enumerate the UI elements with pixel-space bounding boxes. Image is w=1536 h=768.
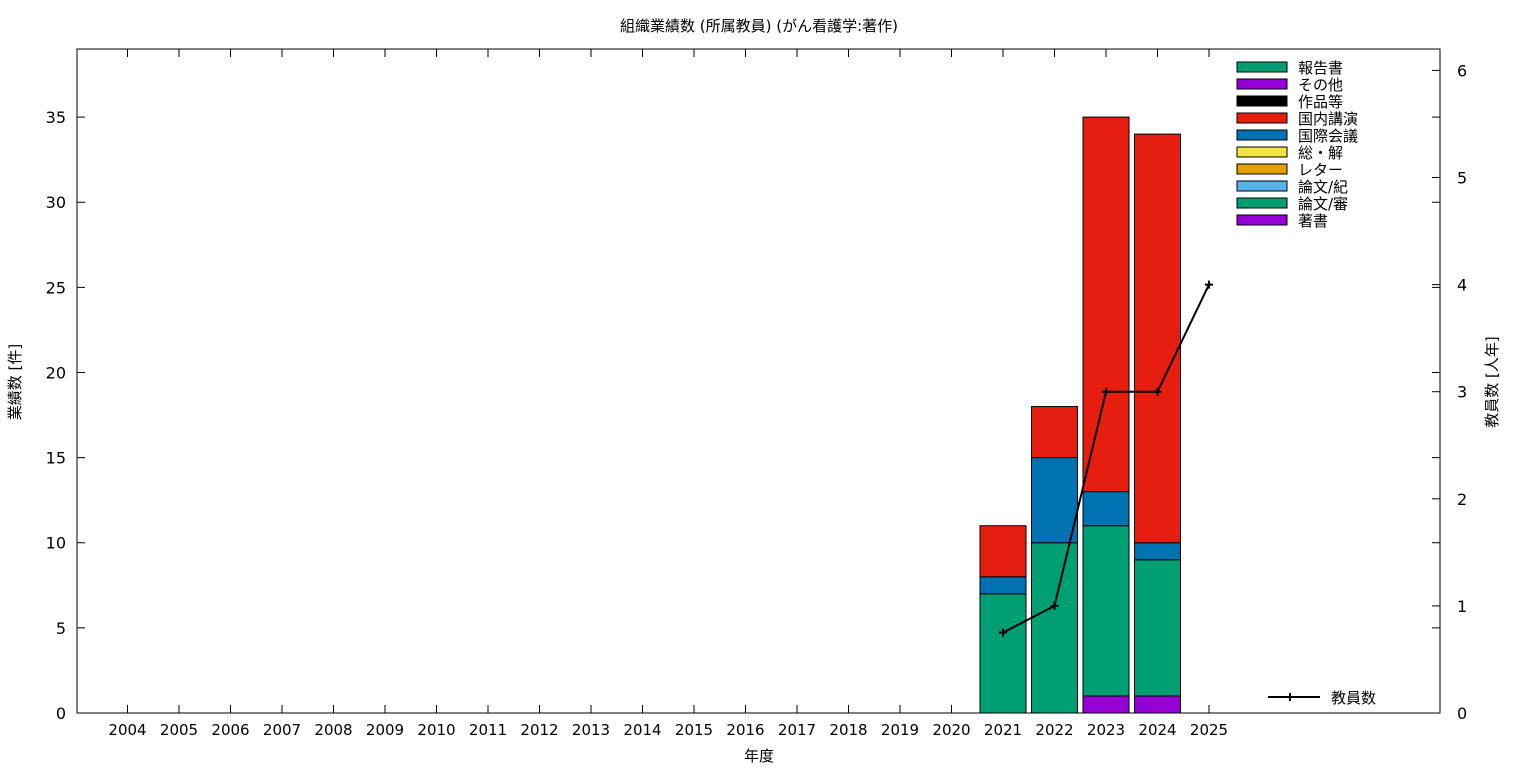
x-tick-label: 2018 [829, 721, 867, 739]
chart-title: 組織業績数 (所属教員) (がん看護学:著作) [620, 17, 898, 35]
y-tick-label: 15 [46, 449, 66, 468]
y2-tick-label: 6 [1457, 61, 1467, 80]
bar-segment [1082, 491, 1130, 527]
y2-tick-label: 1 [1457, 597, 1467, 616]
y2-axis-label: 教員数 [人年] [1483, 336, 1501, 427]
x-tick-label: 2007 [263, 721, 301, 739]
bar-segment [1082, 116, 1130, 493]
legend-label: 報告書 [1298, 59, 1343, 77]
line-point [1102, 387, 1110, 396]
legend-label: 総・解 [1298, 144, 1343, 162]
bar-segment [1082, 525, 1130, 697]
y2-tick-label: 4 [1457, 276, 1467, 295]
x-tick-label: 2013 [572, 721, 610, 739]
y2-tick-label: 0 [1457, 704, 1467, 723]
y2-tick-label: 3 [1457, 383, 1467, 402]
x-tick-label: 2009 [366, 721, 404, 739]
legend-swatch [1236, 129, 1288, 141]
legend-label: 論文/審 [1298, 195, 1348, 213]
legend-swatch [1236, 180, 1288, 192]
plot-frame [76, 48, 1441, 714]
y-tick-label: 35 [46, 108, 66, 127]
y2-tick-label: 2 [1457, 490, 1467, 509]
x-tick-label: 2004 [108, 721, 146, 739]
line-point [999, 628, 1007, 637]
bar-segment [979, 525, 1027, 578]
legend-label: レター [1298, 161, 1343, 179]
y-tick-label: 0 [56, 704, 66, 723]
x-tick-label: 2017 [778, 721, 816, 739]
x-tick-label: 2024 [1138, 721, 1176, 739]
y-tick-label: 10 [46, 534, 66, 553]
x-tick-label: 2011 [469, 721, 507, 739]
legend-swatch [1236, 146, 1288, 158]
legend-swatch [1236, 197, 1288, 209]
legend-swatch [1236, 78, 1288, 90]
bar-segment [979, 576, 1027, 595]
x-tick-label: 2020 [932, 721, 970, 739]
legend-swatch [1236, 214, 1288, 226]
line-point [1050, 601, 1059, 610]
legend-swatch [1236, 95, 1288, 107]
y2-tick-label: 5 [1457, 169, 1467, 188]
legend-label: 著書 [1298, 212, 1328, 230]
x-tick-label: 2012 [520, 721, 558, 739]
bar-segment [1134, 559, 1181, 697]
x-tick-label: 2019 [881, 721, 919, 739]
x-axis-label: 年度 [744, 747, 774, 765]
legend-label: 国際会議 [1298, 127, 1358, 145]
legend-line-label: 教員数 [1331, 689, 1376, 707]
legend-label: 国内講演 [1298, 110, 1358, 128]
bar-segment [1082, 695, 1130, 714]
legend-swatch [1236, 163, 1288, 175]
y-tick-label: 25 [46, 278, 66, 297]
bar-segment [1031, 542, 1078, 714]
x-tick-label: 2022 [1035, 721, 1073, 739]
y-axis-label: 業績数 [件] [6, 344, 24, 420]
bar-segment [979, 593, 1027, 714]
x-tick-label: 2006 [211, 721, 249, 739]
x-tick-label: 2021 [984, 721, 1022, 739]
x-tick-label: 2016 [726, 721, 764, 739]
bar-segment [1134, 133, 1181, 544]
x-tick-label: 2008 [314, 721, 352, 739]
bar-segment [1134, 542, 1181, 561]
legend-label: 作品等 [1298, 93, 1343, 111]
bar-segment [1031, 457, 1078, 544]
bar-segment [1134, 695, 1181, 714]
legend-swatch [1236, 61, 1288, 73]
legend-swatch [1236, 112, 1288, 124]
y-tick-label: 5 [56, 619, 66, 638]
x-tick-label: 2005 [160, 721, 198, 739]
y-tick-label: 20 [46, 363, 66, 382]
x-tick-label: 2014 [623, 721, 661, 739]
legend-label: その他 [1298, 76, 1343, 94]
x-tick-label: 2025 [1190, 721, 1228, 739]
line-point [1205, 280, 1213, 289]
x-tick-label: 2023 [1087, 721, 1125, 739]
line-point [1153, 387, 1162, 396]
x-tick-label: 2010 [417, 721, 455, 739]
x-tick-label: 2015 [675, 721, 713, 739]
y-tick-label: 30 [46, 193, 66, 212]
legend-label: 論文/紀 [1298, 178, 1348, 196]
bar-segment [1031, 406, 1078, 459]
